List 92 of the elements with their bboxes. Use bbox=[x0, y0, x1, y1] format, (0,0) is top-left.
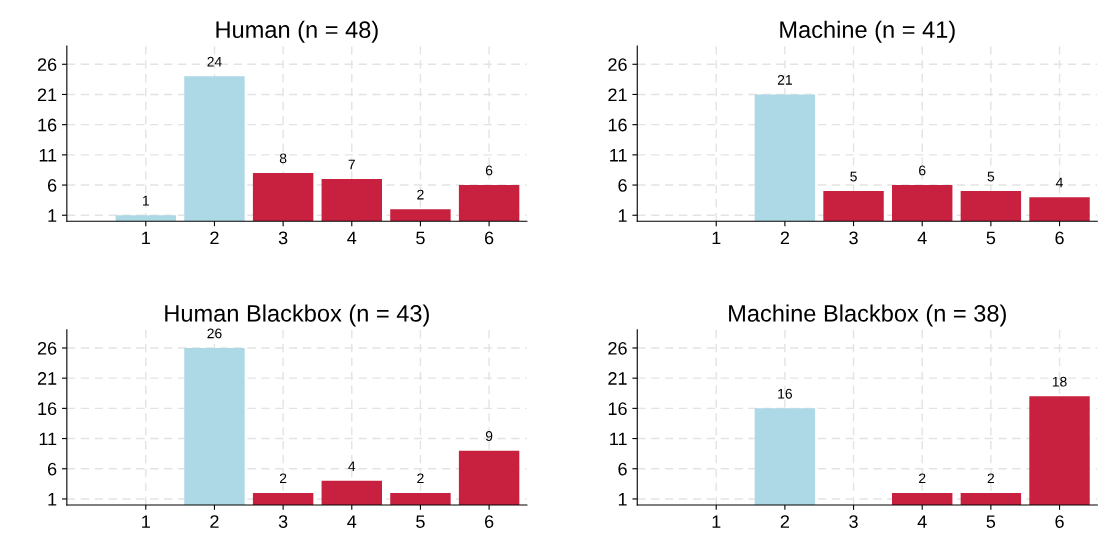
bar bbox=[184, 76, 245, 222]
chart-title: Human Blackbox (n = 43) bbox=[165, 304, 429, 327]
x-tick-label: 5 bbox=[986, 231, 996, 245]
x-tick-label: 6 bbox=[485, 231, 494, 245]
y-tick-label: 11 bbox=[39, 148, 57, 162]
x-tick-label: 2 bbox=[780, 231, 789, 245]
x-tick-label: 6 bbox=[1055, 515, 1064, 528]
bar bbox=[390, 492, 451, 505]
y-tick-label: 1 bbox=[618, 493, 627, 506]
x-tick-label: 4 bbox=[347, 231, 357, 245]
x-tick-label: 4 bbox=[917, 515, 927, 528]
x-tick-label: 2 bbox=[780, 515, 789, 528]
data-label: 7 bbox=[348, 159, 355, 170]
data-label: 6 bbox=[485, 165, 493, 176]
bar bbox=[390, 209, 451, 222]
x-tick-label: 4 bbox=[347, 515, 357, 528]
y-tick-label: 6 bbox=[47, 462, 57, 476]
x-tick-label: 1 bbox=[142, 515, 150, 528]
y-tick-label: 6 bbox=[618, 178, 627, 192]
bar bbox=[115, 215, 177, 222]
chart-title: Machine Blackbox (n = 38) bbox=[729, 304, 1006, 327]
chart-title: Human (n = 48) bbox=[216, 20, 378, 43]
bar bbox=[184, 347, 245, 505]
bar bbox=[892, 185, 953, 222]
x-tick-label: 6 bbox=[1055, 231, 1064, 245]
y-tick-label: 21 bbox=[608, 88, 627, 102]
data-label: 21 bbox=[777, 74, 792, 85]
y-tick-label: 11 bbox=[610, 148, 627, 162]
data-label: 2 bbox=[417, 189, 424, 200]
bar bbox=[252, 172, 314, 222]
bar bbox=[1029, 197, 1090, 222]
y-tick-label: 21 bbox=[608, 372, 627, 385]
chart-title: Machine (n = 41) bbox=[780, 20, 955, 43]
data-label: 9 bbox=[485, 431, 493, 441]
x-tick-label: 1 bbox=[712, 231, 721, 245]
x-tick-label: 5 bbox=[416, 231, 425, 245]
x-tick-label: 2 bbox=[210, 231, 219, 245]
x-tick-label: 5 bbox=[416, 515, 425, 528]
x-tick-label: 3 bbox=[849, 515, 858, 528]
data-label: 2 bbox=[919, 473, 926, 484]
data-label: 6 bbox=[919, 165, 926, 176]
bar bbox=[458, 185, 520, 222]
y-tick-label: 11 bbox=[39, 432, 57, 446]
data-label: 5 bbox=[850, 171, 857, 182]
bar bbox=[960, 492, 1022, 505]
x-tick-label: 3 bbox=[849, 231, 858, 245]
bar bbox=[321, 179, 382, 222]
x-tick-label: 3 bbox=[278, 231, 288, 245]
y-tick-label: 16 bbox=[608, 118, 627, 132]
bar bbox=[892, 492, 953, 505]
data-label: 1 bbox=[143, 195, 149, 206]
data-label: 5 bbox=[987, 171, 995, 182]
data-label: 2 bbox=[279, 473, 287, 484]
data-label: 24 bbox=[207, 56, 222, 67]
y-tick-label: 21 bbox=[37, 372, 57, 385]
data-label: 26 bbox=[207, 328, 222, 339]
y-tick-label: 16 bbox=[608, 402, 627, 416]
x-tick-label: 2 bbox=[210, 515, 219, 528]
bar bbox=[321, 480, 382, 505]
x-tick-label: 1 bbox=[712, 515, 721, 528]
y-tick-label: 6 bbox=[47, 178, 57, 192]
y-tick-label: 11 bbox=[610, 432, 627, 446]
bar bbox=[754, 408, 816, 505]
data-label: 16 bbox=[778, 388, 792, 399]
data-label: 4 bbox=[1055, 177, 1063, 188]
data-label: 4 bbox=[348, 461, 356, 472]
data-label: 8 bbox=[279, 153, 287, 164]
x-tick-label: 5 bbox=[986, 515, 996, 528]
bar bbox=[754, 94, 816, 222]
data-label: 2 bbox=[987, 473, 995, 484]
y-tick-label: 6 bbox=[618, 462, 627, 476]
y-tick-label: 26 bbox=[37, 58, 57, 71]
bar bbox=[252, 492, 314, 505]
x-tick-label: 3 bbox=[278, 515, 288, 528]
bar bbox=[960, 191, 1022, 222]
y-tick-label: 1 bbox=[48, 209, 57, 222]
y-tick-label: 1 bbox=[618, 209, 627, 222]
x-tick-label: 6 bbox=[485, 515, 494, 528]
bar bbox=[458, 450, 520, 505]
y-tick-label: 26 bbox=[608, 341, 627, 355]
y-tick-label: 26 bbox=[37, 341, 57, 355]
y-tick-label: 26 bbox=[608, 58, 627, 71]
bar bbox=[823, 191, 884, 222]
x-tick-label: 4 bbox=[917, 231, 927, 245]
y-tick-label: 1 bbox=[48, 493, 57, 506]
bar bbox=[1029, 396, 1090, 505]
data-label: 2 bbox=[417, 473, 424, 484]
y-tick-label: 16 bbox=[38, 118, 57, 132]
y-tick-label: 21 bbox=[37, 88, 57, 102]
x-tick-label: 1 bbox=[142, 231, 150, 245]
y-tick-label: 16 bbox=[38, 402, 57, 416]
data-label: 18 bbox=[1052, 376, 1067, 387]
